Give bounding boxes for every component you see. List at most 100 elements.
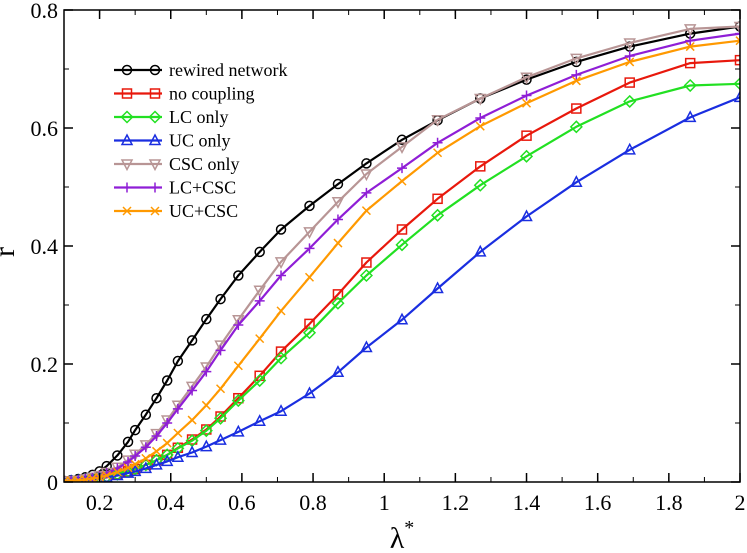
data-point [624, 77, 635, 88]
data-point [304, 272, 315, 282]
y-tick-label: 0.4 [31, 234, 59, 259]
data-point [121, 466, 135, 478]
y-tick-label: 0 [47, 470, 58, 495]
legend-item-lc-csc: LC+CSC [114, 178, 236, 198]
legend-marker [120, 159, 134, 172]
data-point [396, 134, 408, 146]
data-point [734, 54, 740, 66]
data-point [254, 246, 265, 258]
data-point [360, 169, 373, 182]
data-point [685, 42, 695, 52]
data-point [332, 214, 343, 225]
data-point [187, 415, 197, 425]
x-axis-title-main: λ [390, 522, 405, 553]
data-point [474, 93, 487, 106]
data-point [396, 224, 408, 235]
data-point [304, 318, 315, 330]
data-point [201, 400, 211, 410]
legend-marker [122, 182, 132, 193]
legend-label: UC only [169, 131, 231, 151]
legend-item-uc-only: UC only [114, 131, 231, 151]
legend-item-rewired-network: rewired network [114, 60, 287, 80]
data-point [361, 187, 372, 198]
data-point [162, 438, 172, 448]
data-point [140, 442, 151, 453]
data-point [161, 375, 173, 386]
data-point [361, 257, 372, 268]
data-point [432, 193, 443, 205]
data-point [361, 206, 371, 216]
data-point [333, 238, 343, 248]
x-tick-label: 1.4 [513, 490, 541, 515]
data-point [171, 441, 185, 455]
legend-label: rewired network [169, 60, 287, 80]
data-point [276, 306, 286, 316]
data-point [274, 351, 288, 365]
data-point [683, 110, 697, 123]
data-point [216, 384, 226, 394]
legend-label: no coupling [169, 84, 255, 104]
legend-label: UC+CSC [169, 201, 238, 221]
data-point [623, 94, 637, 109]
x-tick-label: 1.6 [584, 490, 612, 515]
data-point [475, 121, 485, 131]
data-point [233, 270, 244, 281]
data-point [233, 320, 244, 331]
x-tick-label: 0.2 [86, 490, 114, 515]
data-point [253, 414, 266, 426]
legend-marker [149, 64, 161, 76]
data-point [140, 409, 152, 420]
data-point [395, 142, 409, 154]
legend-item-no-coupling: no coupling [114, 84, 255, 104]
data-point [172, 355, 184, 367]
data-point [232, 315, 245, 327]
data-point [123, 456, 134, 467]
data-point [253, 373, 267, 388]
y-tick-label: 0.2 [31, 352, 59, 377]
x-tick-label: 2 [735, 490, 746, 515]
legend-item-lc-only: LC only [114, 107, 229, 127]
data-point [274, 257, 288, 270]
data-point [397, 176, 407, 186]
data-point [521, 98, 532, 108]
data-point [361, 158, 372, 169]
data-point [187, 385, 198, 396]
data-point [520, 209, 533, 222]
data-point [733, 90, 740, 103]
data-point [73, 475, 83, 482]
data-point [302, 326, 317, 340]
data-point [331, 197, 345, 209]
legend-marker [150, 206, 160, 216]
y-tick-label: 0.6 [31, 116, 59, 141]
data-point [433, 148, 443, 158]
data-point [431, 114, 444, 127]
data-point [475, 161, 486, 172]
data-point [303, 386, 316, 399]
data-point [139, 461, 153, 474]
legend-marker [150, 182, 160, 193]
data-point [215, 345, 226, 356]
x-tick-label: 0.6 [228, 490, 256, 515]
legend-marker [148, 133, 162, 146]
data-point [275, 224, 287, 235]
data-point [141, 453, 151, 463]
data-point [276, 270, 287, 281]
data-point [521, 130, 532, 141]
data-point [233, 361, 243, 371]
legend: rewired network no coupling LC only UC only… [114, 60, 287, 221]
data-point [102, 470, 112, 481]
data-point [570, 175, 583, 188]
data-point [231, 394, 245, 408]
data-point [684, 57, 696, 69]
data-point [80, 475, 90, 482]
data-point [474, 244, 487, 257]
data-point [255, 334, 265, 344]
data-point [172, 403, 183, 414]
data-point [130, 451, 141, 462]
data-point [304, 200, 315, 212]
ticks-layer: 0.2 0.4 0.6 0.8 1 1.2 1.4 1.6 1.8 2 0 0.2 0.4 0.6 0.8 [31, 0, 746, 515]
x-tick-label: 1.2 [442, 490, 470, 515]
data-point [213, 411, 228, 425]
